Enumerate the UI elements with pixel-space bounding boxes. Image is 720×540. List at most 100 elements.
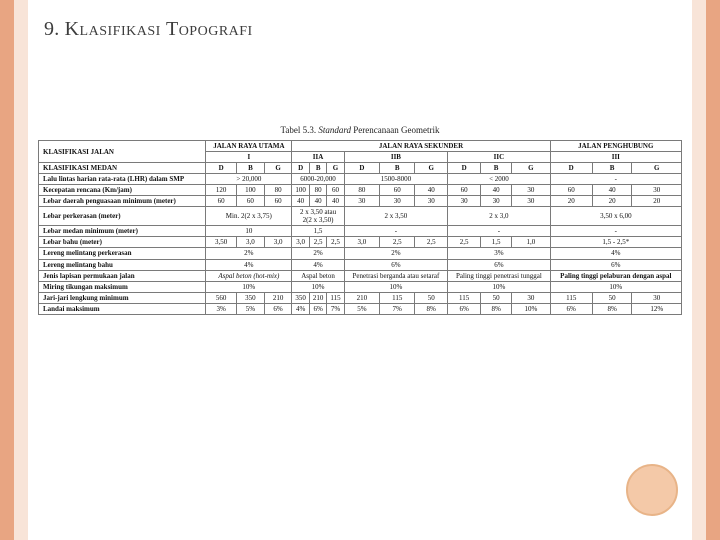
cell: 4% [206, 259, 292, 270]
cell: 6% [344, 259, 448, 270]
cell: 2 x 3,0 [448, 207, 550, 226]
cell: 10% [344, 281, 448, 292]
hdr-class-IIA: IIA [292, 152, 344, 163]
cell: 210 [344, 292, 380, 303]
cell: 80 [264, 185, 292, 196]
cell: - [448, 226, 550, 237]
col-D-1: D [206, 163, 237, 174]
hdr-class-I: I [206, 152, 292, 163]
cell: 40 [415, 185, 448, 196]
cell: 10% [206, 281, 292, 292]
cell: 120 [206, 185, 237, 196]
cell-text: Aspal beton (hot-mix) [218, 272, 279, 280]
cell: 20 [632, 196, 682, 207]
cell: 4% [292, 303, 310, 314]
cell: Aspal beton (hot-mix) [206, 270, 292, 281]
cell: 30 [415, 196, 448, 207]
cell: 8% [415, 303, 448, 314]
cell: 40 [592, 185, 632, 196]
col-G-5: G [632, 163, 682, 174]
caption-italic: Standard [318, 125, 351, 135]
row-lebar-bahu-label: Lebar bahu (meter) [39, 237, 206, 248]
row-lhr: Lalu lintas harian rata-rata (LHR) dalam… [39, 174, 682, 185]
cell: 100 [292, 185, 310, 196]
cell: Aspal beton [292, 270, 344, 281]
cell: < 2000 [448, 174, 550, 185]
cell: 3% [206, 303, 237, 314]
cell: 3,0 [344, 237, 380, 248]
cell: 3,50 x 6,00 [550, 207, 681, 226]
cell: 100 [237, 185, 265, 196]
cell: Paling tinggi pelaburan dengan aspal [550, 270, 681, 281]
table-caption: Tabel 5.3. Standard Perencanaan Geometri… [0, 125, 720, 135]
cell: 10% [448, 281, 550, 292]
cell: 30 [448, 196, 481, 207]
col-B-2: B [309, 163, 327, 174]
col-G-1: G [264, 163, 292, 174]
cell: 10% [292, 281, 344, 292]
cell: 30 [481, 196, 512, 207]
cell: 2,5 [415, 237, 448, 248]
row-jari-jari-label: Jari-jari lengkung minimum [39, 292, 206, 303]
cell: 3,0 [264, 237, 292, 248]
cell: 4% [292, 259, 344, 270]
row-lereng-perkerasan-label: Lereng melintang perkerasan [39, 248, 206, 259]
hdr-klasifikasi-medan: KLASIFIKASI MEDAN [39, 163, 206, 174]
cell: 115 [380, 292, 415, 303]
row-lereng-bahu: Lereng melintang bahu 4% 4% 6% 6% 6% [39, 259, 682, 270]
cell: 4% [550, 248, 681, 259]
cell: 20 [550, 196, 592, 207]
cell: 5% [237, 303, 265, 314]
cell: 60 [550, 185, 592, 196]
cell: 1500-8000 [344, 174, 448, 185]
cell: 115 [550, 292, 592, 303]
cell: Penetrasi berganda atau setaraf [344, 270, 448, 281]
cell: 10% [512, 303, 551, 314]
row-jenis-lapisan: Jenis lapisan permukaan jalan Aspal beto… [39, 270, 682, 281]
cell: 30 [512, 196, 551, 207]
col-D-5: D [550, 163, 592, 174]
row-lebar-daerah-label: Lebar daerah penguasaan minimum (meter) [39, 196, 206, 207]
row-lebar-daerah: Lebar daerah penguasaan minimum (meter) … [39, 196, 682, 207]
cell: Min. 2(2 x 3,75) [206, 207, 292, 226]
cell: 30 [380, 196, 415, 207]
cell: 60 [380, 185, 415, 196]
cell: 3% [448, 248, 550, 259]
cell: 8% [592, 303, 632, 314]
col-D-4: D [448, 163, 481, 174]
cell: 2,5 [327, 237, 344, 248]
cell: 60 [264, 196, 292, 207]
cell: - [344, 226, 448, 237]
col-B-3: B [380, 163, 415, 174]
row-kecepatan-label: Kecepatan rencana (Km/jam) [39, 185, 206, 196]
cell: 1,0 [512, 237, 551, 248]
cell: 80 [344, 185, 380, 196]
row-lebar-medan-label: Lebar medan minimum (meter) [39, 226, 206, 237]
hdr-jalan-raya-utama: JALAN RAYA UTAMA [206, 141, 292, 152]
cell: 2,5 [448, 237, 481, 248]
cell: 30 [632, 292, 682, 303]
col-G-2: G [327, 163, 344, 174]
cell: - [550, 226, 681, 237]
cell: 40 [309, 196, 327, 207]
caption-prefix: Tabel 5.3. [281, 125, 319, 135]
cell: 50 [592, 292, 632, 303]
cell: 2 x 3,50 atau 2(2 x 3,50) [292, 207, 344, 226]
row-lhr-label: Lalu lintas harian rata-rata (LHR) dalam… [39, 174, 206, 185]
hdr-class-III: III [550, 152, 681, 163]
row-kecepatan: Kecepatan rencana (Km/jam) 12010080 1008… [39, 185, 682, 196]
cell: 6% [550, 259, 681, 270]
cell: - [550, 174, 681, 185]
cell: 6% [448, 259, 550, 270]
hdr-jalan-raya-sekunder: JALAN RAYA SEKUNDER [292, 141, 550, 152]
cell: 5% [344, 303, 380, 314]
cell: 10% [550, 281, 681, 292]
row-jari-jari: Jari-jari lengkung minimum 560350210 350… [39, 292, 682, 303]
cell: 10 [206, 226, 292, 237]
row-landai-maks-label: Landai maksimum [39, 303, 206, 314]
cell: 7% [327, 303, 344, 314]
cell: 6% [309, 303, 327, 314]
title-number: 9. [44, 18, 59, 40]
cell: 115 [448, 292, 481, 303]
row-miring-tikungan-label: Miring tikungan maksimum [39, 281, 206, 292]
